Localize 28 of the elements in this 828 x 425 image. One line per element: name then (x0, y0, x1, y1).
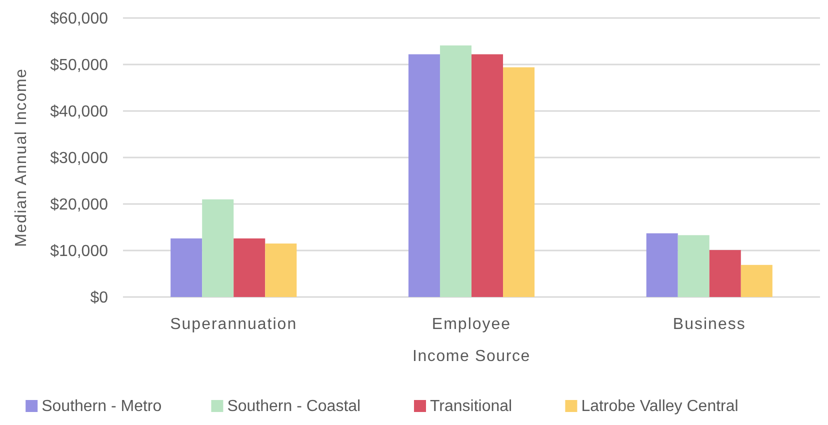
y-tick-label: $0 (90, 290, 108, 307)
x-tick-label: Employee (432, 316, 512, 333)
y-tick-label: $60,000 (50, 10, 108, 28)
bar (440, 45, 472, 297)
y-tick-label: $40,000 (50, 104, 108, 121)
x-tick-label: Business (672, 316, 746, 333)
legend-label: Transitional (430, 398, 512, 415)
bar (170, 238, 202, 297)
bar (646, 233, 678, 297)
y-tick-label: $20,000 (50, 196, 108, 214)
bar (472, 54, 504, 297)
x-axis-title: Income Source (412, 348, 531, 365)
y-tick-label: $10,000 (50, 243, 108, 260)
x-tick-label: Superannuation (170, 316, 298, 333)
bar (408, 54, 440, 297)
y-tick-label: $50,000 (50, 57, 108, 74)
bar (709, 250, 741, 297)
y-axis-title: Median Annual Income (13, 68, 30, 247)
legend-label: Southern - Metro (42, 398, 162, 415)
legend-label: Southern - Coastal (227, 398, 361, 415)
bar (202, 199, 234, 297)
bar (234, 238, 266, 297)
bar (503, 67, 535, 297)
legend-label: Latrobe Valley Central (581, 398, 738, 415)
bar (740, 264, 772, 297)
bar (678, 235, 710, 297)
y-tick-label: $30,000 (50, 150, 108, 168)
bar (265, 244, 297, 297)
